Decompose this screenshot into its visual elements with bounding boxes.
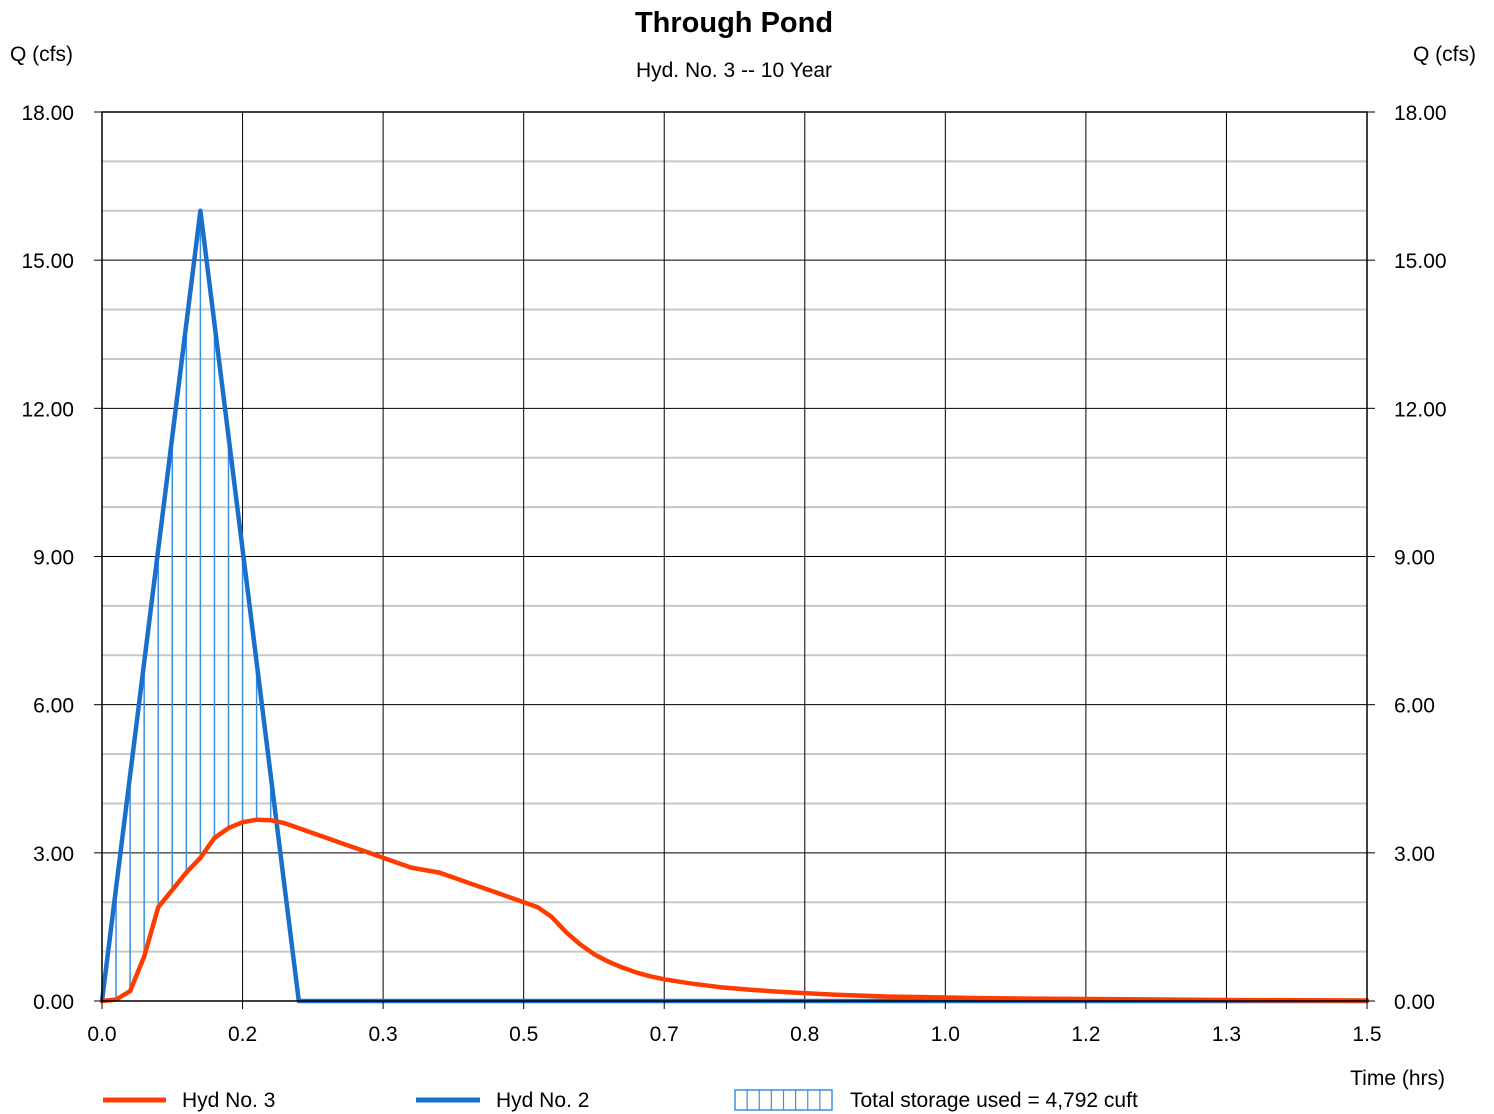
chart-subtitle: Hyd. No. 3 -- 10 Year xyxy=(636,59,832,82)
y-tick-label-right: 12.00 xyxy=(1394,398,1447,421)
storage-hatch xyxy=(115,210,272,1000)
y-axis-label-left: Q (cfs) xyxy=(10,43,73,66)
x-tick-label: 0.2 xyxy=(228,1023,257,1046)
x-tick-label: 1.5 xyxy=(1352,1023,1381,1046)
x-tick-label: 0.5 xyxy=(509,1023,538,1046)
x-tick-label: 1.0 xyxy=(931,1023,960,1046)
legend-label-hyd2: Hyd No. 2 xyxy=(496,1089,589,1112)
tick-labels: 0.00 0.00 3.00 3.00 6.00 6.00 9.00 9.00 12.00 12.… xyxy=(21,102,1446,1046)
grid xyxy=(101,111,1368,1002)
y-tick-label-left: 3.00 xyxy=(33,843,74,866)
legend-label-hyd3: Hyd No. 3 xyxy=(182,1089,275,1112)
x-tick-label: 0.7 xyxy=(650,1023,679,1046)
x-tick-label: 0.0 xyxy=(87,1023,116,1046)
x-tick-label: 1.3 xyxy=(1212,1023,1241,1046)
y-axis-label-right: Q (cfs) xyxy=(1413,43,1476,66)
x-tick-label: 0.8 xyxy=(790,1023,819,1046)
legend-label-storage: Total storage used = 4,792 cuft xyxy=(850,1089,1138,1112)
chart-title: Through Pond xyxy=(635,7,833,39)
legend: Hyd No. 3 Hyd No. 2 Total storage used =… xyxy=(103,1089,1138,1112)
x-tick-label: 1.2 xyxy=(1071,1023,1100,1046)
y-tick-label-left: 15.00 xyxy=(21,250,74,273)
x-axis-label: Time (hrs) xyxy=(1350,1067,1445,1090)
y-tick-label-right: 0.00 xyxy=(1394,991,1435,1014)
y-tick-label-left: 6.00 xyxy=(33,695,74,718)
y-tick-label-right: 15.00 xyxy=(1394,250,1447,273)
y-tick-label-left: 12.00 xyxy=(21,398,74,421)
y-tick-label-left: 9.00 xyxy=(33,547,74,570)
x-tick-label: 0.3 xyxy=(369,1023,398,1046)
y-tick-label-right: 3.00 xyxy=(1394,843,1435,866)
y-tick-label-left: 18.00 xyxy=(21,102,74,125)
y-tick-label-right: 9.00 xyxy=(1394,547,1435,570)
y-tick-label-left: 0.00 xyxy=(33,991,74,1014)
y-tick-label-right: 18.00 xyxy=(1394,102,1447,125)
legend-swatch-storage xyxy=(734,1089,833,1111)
y-tick-label-right: 6.00 xyxy=(1394,695,1435,718)
series-line-hyd3 xyxy=(99,817,1370,1004)
